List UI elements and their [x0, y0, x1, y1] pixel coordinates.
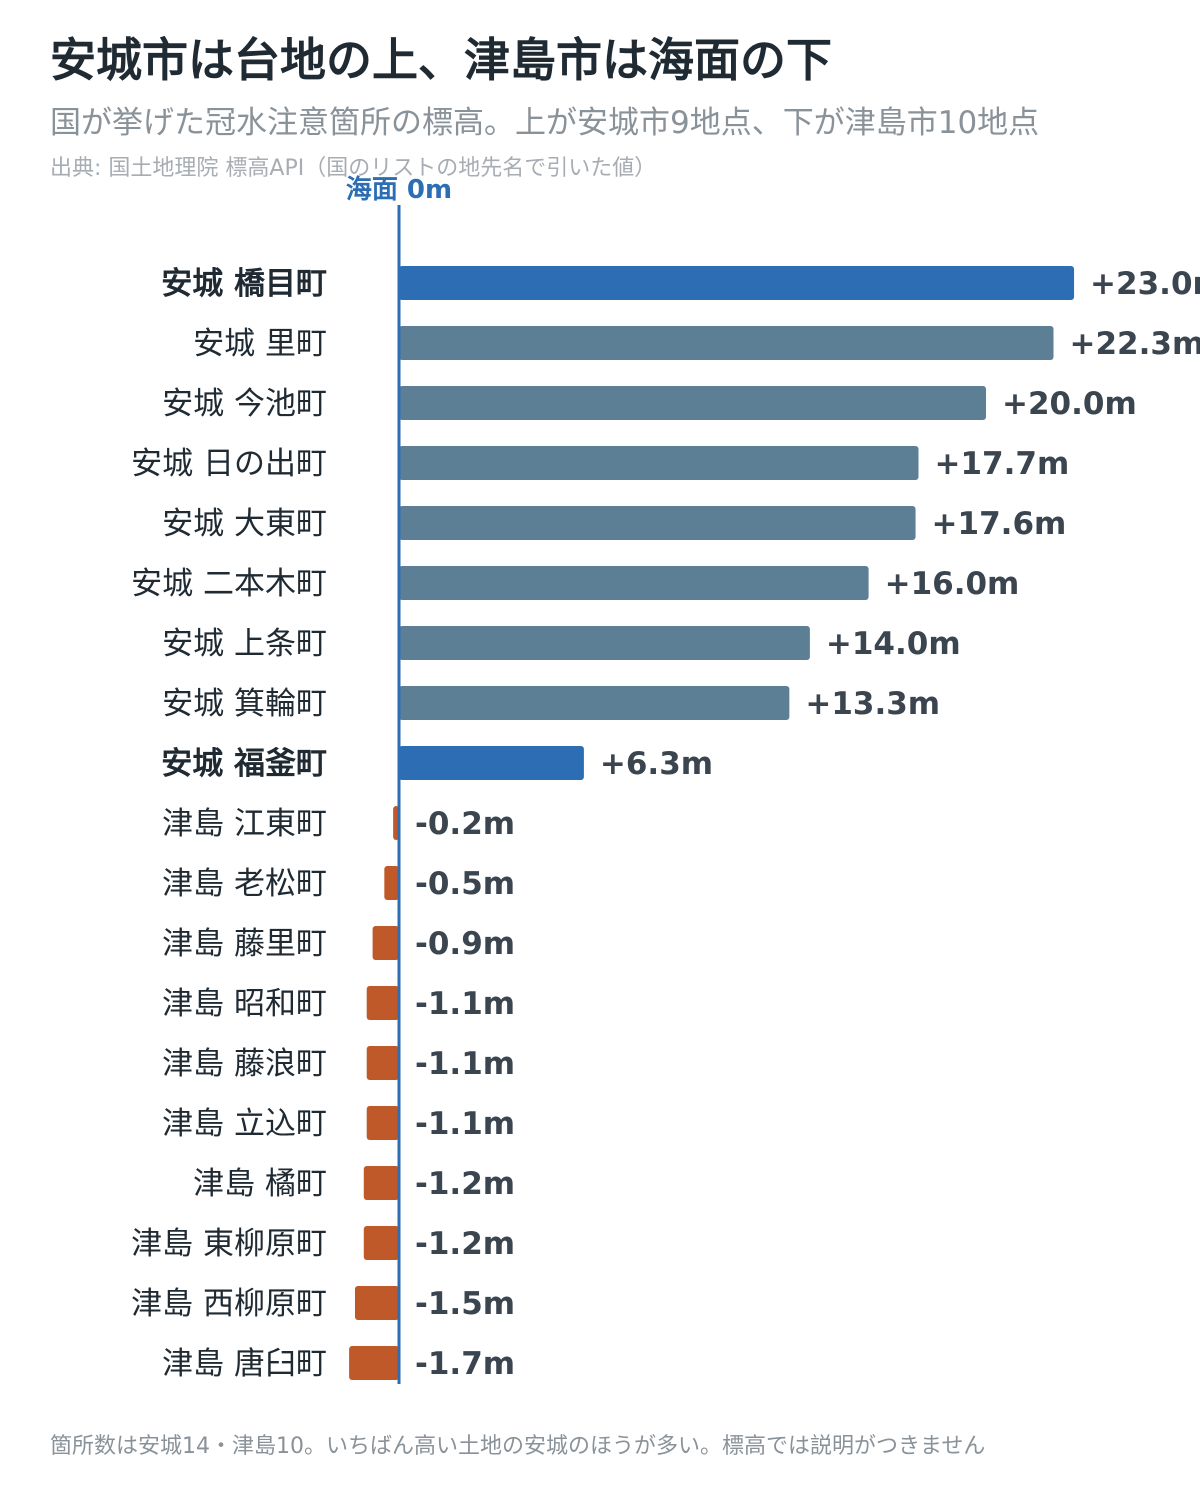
bar: [372, 926, 399, 960]
value-label: -0.5m: [415, 866, 515, 902]
value-label: -1.2m: [415, 1226, 515, 1262]
category-label: 安城 上条町: [162, 626, 327, 662]
value-label: +17.7m: [934, 446, 1069, 482]
value-label: +20.0m: [1002, 386, 1137, 422]
value-label: -1.7m: [415, 1346, 515, 1382]
value-label: -1.1m: [415, 986, 515, 1022]
value-label: +13.3m: [805, 686, 940, 722]
elevation-bar-chart: 海面 0m 安城 橋目町 +23.0m 安城 里町 +22.3m 安城 今池町 +20.0m…: [131, 175, 1200, 1384]
category-label: 安城 橋目町: [161, 266, 327, 302]
bar: [399, 626, 810, 660]
bar: [363, 1226, 399, 1260]
value-label: +17.6m: [932, 506, 1067, 542]
value-label: -0.2m: [415, 806, 515, 842]
category-label: 津島 老松町: [162, 866, 327, 902]
category-label: 津島 藤里町: [162, 926, 327, 962]
bar: [354, 1286, 399, 1320]
category-label: 安城 箕輪町: [162, 686, 327, 722]
bar: [399, 326, 1054, 360]
bar: [399, 566, 869, 600]
category-label: 津島 江東町: [162, 806, 327, 842]
category-label: 津島 唐臼町: [162, 1346, 327, 1382]
footnote: 箇所数は安城14・津島10。いちばん高い土地の安城のほうが多い。標高では説明がつ…: [50, 1434, 986, 1459]
value-label: +6.3m: [600, 746, 713, 782]
chart-subtitle: 国が挙げた冠水注意箇所の標高。上が安城市9地点、下が津島市10地点: [50, 105, 1040, 141]
category-label: 津島 橘町: [193, 1166, 327, 1202]
category-label: 安城 福釜町: [161, 746, 327, 782]
bar: [363, 1166, 399, 1200]
bar: [366, 1106, 399, 1140]
value-label: -1.2m: [415, 1166, 515, 1202]
bar: [399, 446, 919, 480]
value-label: +14.0m: [826, 626, 961, 662]
value-label: +16.0m: [885, 566, 1020, 602]
bar: [366, 1046, 399, 1080]
category-label: 安城 二本木町: [131, 566, 327, 602]
bar: [366, 986, 399, 1020]
category-label: 津島 立込町: [162, 1106, 327, 1142]
zero-line-label: 海面 0m: [346, 175, 452, 205]
category-label: 津島 昭和町: [162, 986, 327, 1022]
value-label: -0.9m: [415, 926, 515, 962]
bar: [384, 866, 399, 900]
category-label: 安城 大東町: [162, 506, 327, 542]
value-label: +23.0m: [1090, 266, 1200, 302]
bar: [399, 266, 1075, 300]
value-label: -1.5m: [415, 1286, 515, 1322]
value-label: -1.1m: [415, 1046, 515, 1082]
category-label: 安城 里町: [193, 326, 327, 362]
category-label: 津島 東柳原町: [131, 1226, 327, 1262]
bar: [399, 746, 584, 780]
chart-title: 安城市は台地の上、津島市は海面の下: [50, 33, 832, 87]
bar: [399, 506, 916, 540]
category-label: 安城 今池町: [162, 386, 327, 422]
category-label: 津島 西柳原町: [131, 1286, 327, 1322]
bar: [399, 386, 986, 420]
value-label: +22.3m: [1070, 326, 1200, 362]
source-note: 出典: 国土地理院 標高API（国のリストの地先名で引いた値）: [50, 156, 657, 181]
value-label: -1.1m: [415, 1106, 515, 1142]
category-label: 津島 藤浪町: [162, 1046, 327, 1082]
bar: [399, 686, 790, 720]
bar: [349, 1346, 399, 1380]
category-label: 安城 日の出町: [131, 446, 327, 482]
